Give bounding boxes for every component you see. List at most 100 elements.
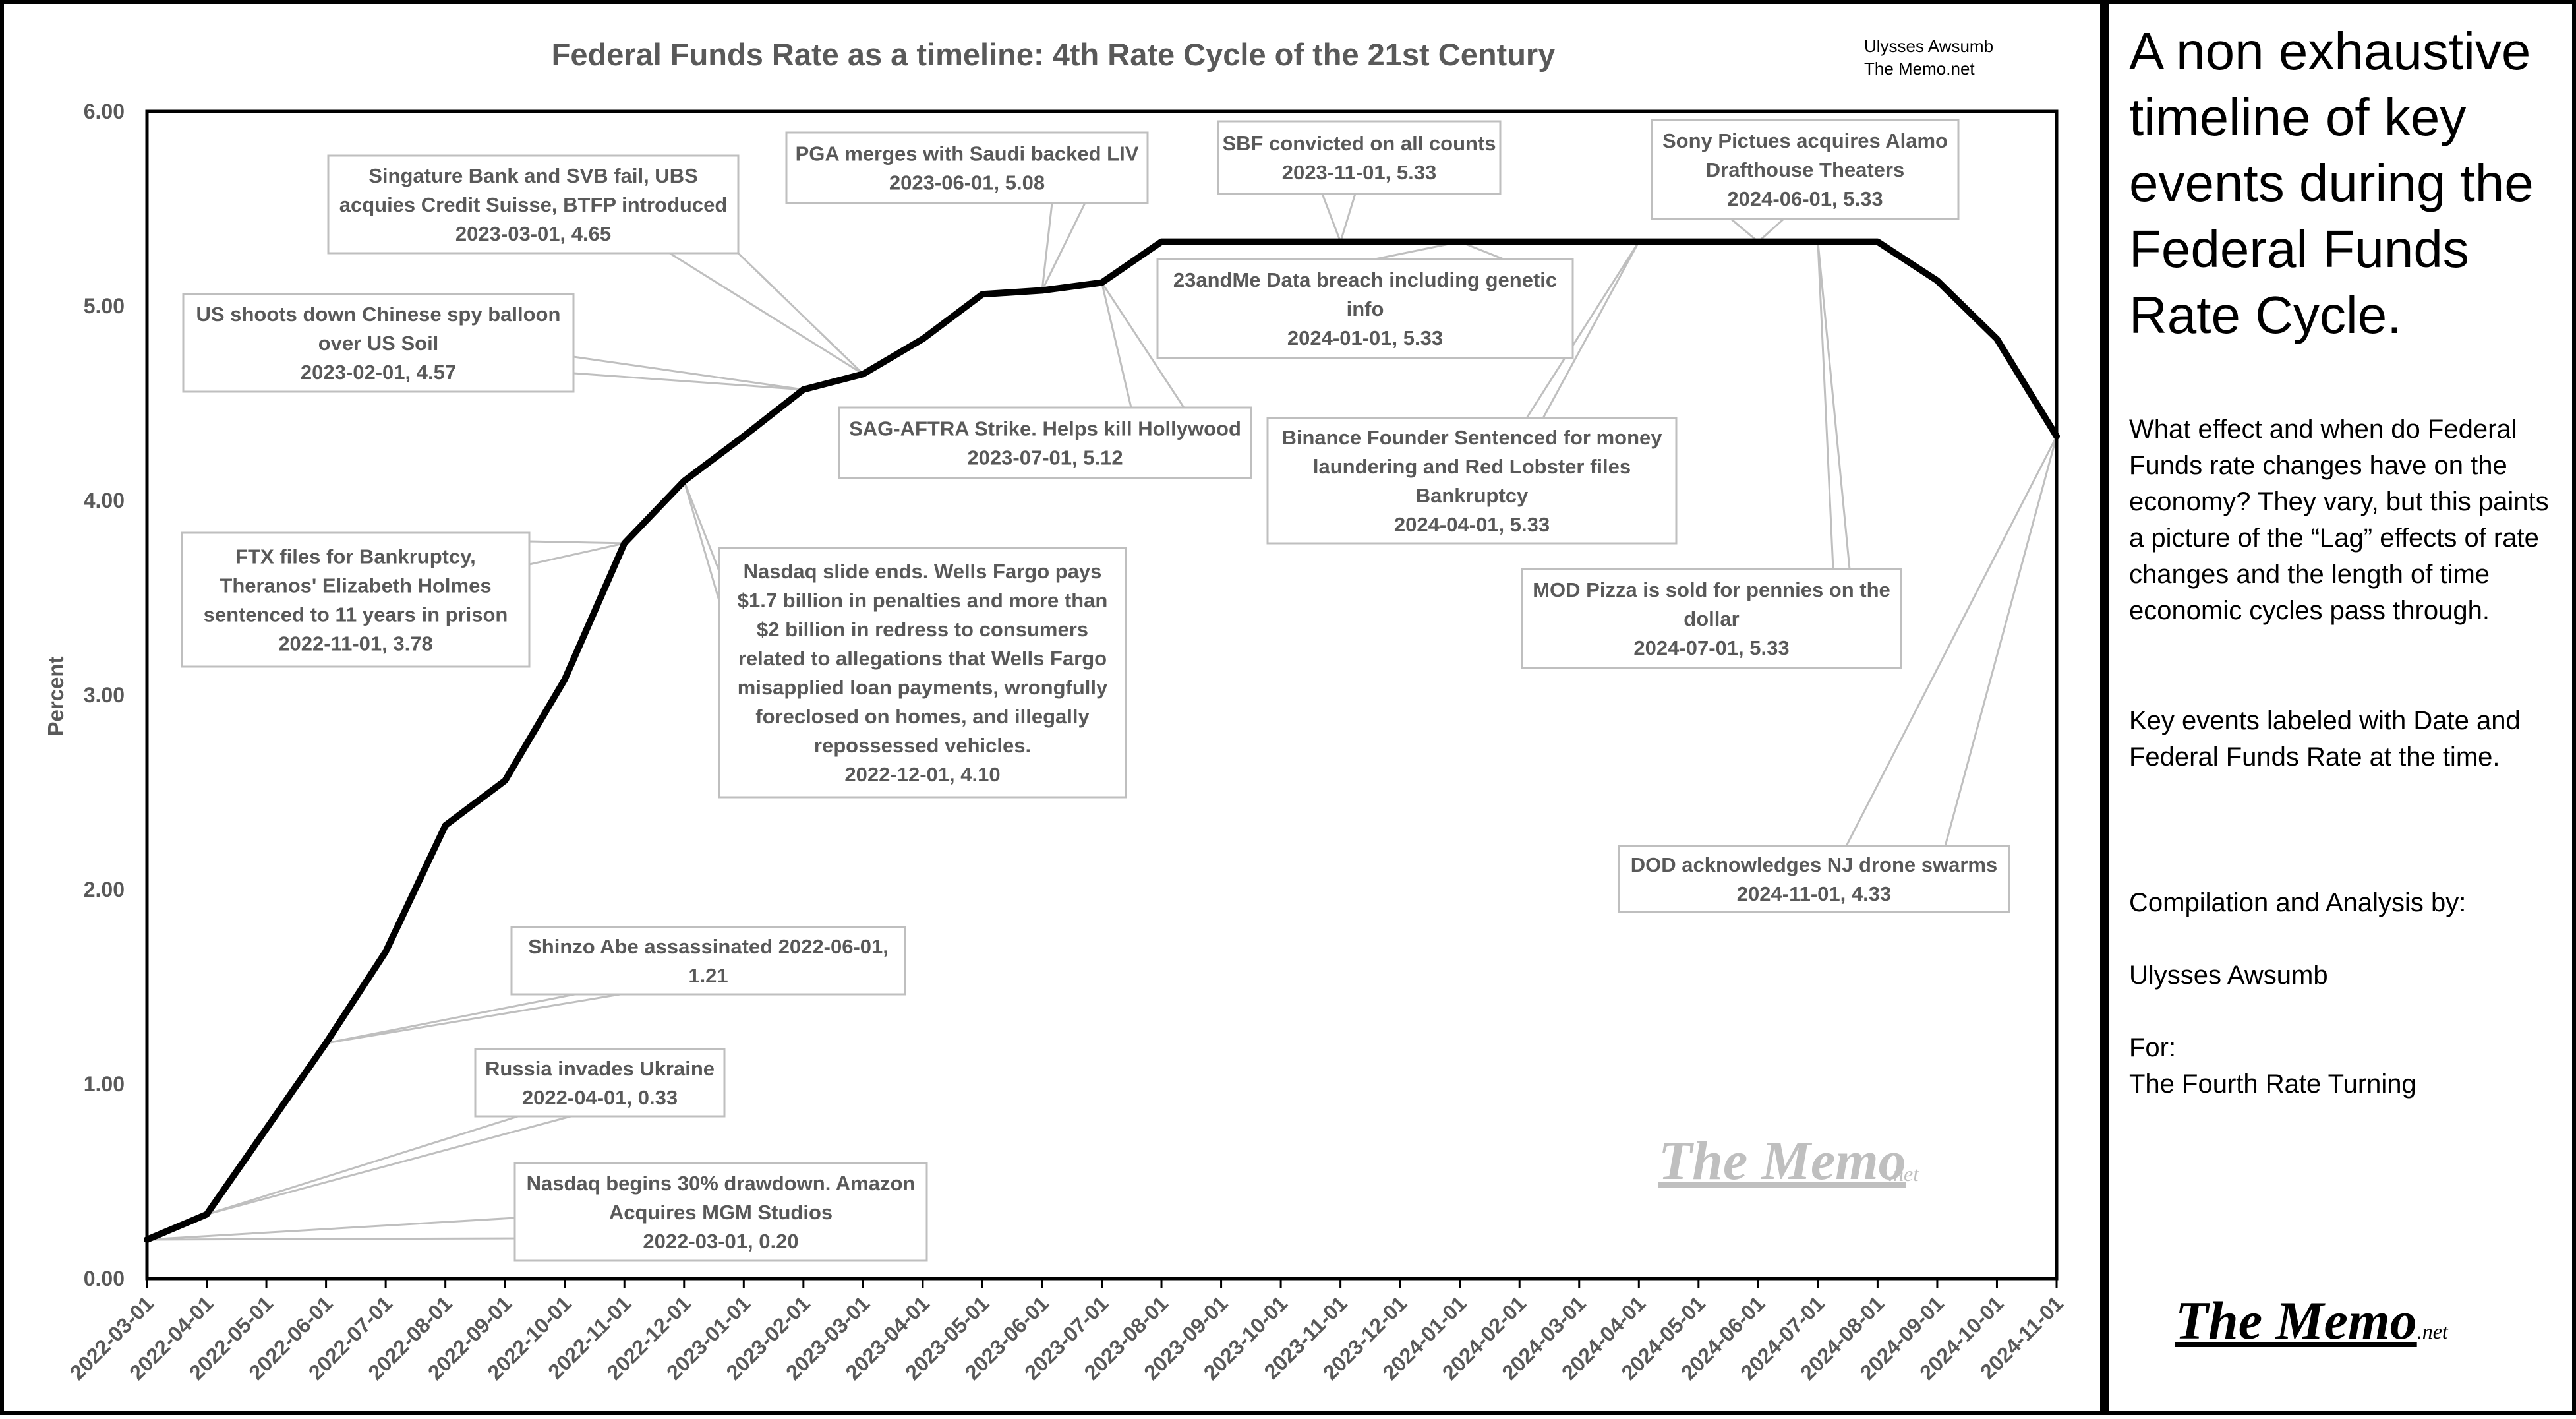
annotation-callout: DOD acknowledges NJ drone swarms 2024-11-… xyxy=(1618,845,2010,913)
annotation-callout: Russia invades Ukraine 2022-04-01, 0.33 xyxy=(474,1048,726,1118)
y-tick-label: 4.00 xyxy=(84,489,125,512)
annotation-leader xyxy=(1817,241,1851,570)
panel-author: Ulysses Awsumb xyxy=(2129,961,2328,990)
panel-for-value: The Fourth Rate Turning xyxy=(2129,1070,2416,1099)
annotation-box xyxy=(718,547,1127,799)
annotation-leader xyxy=(528,540,625,566)
annotation-text: 2022-03-01, 0.20 xyxy=(643,1230,798,1253)
watermark-suffix: .net xyxy=(1888,1162,1919,1186)
annotation-text: Theranos' Elizabeth Holmes xyxy=(220,574,491,597)
annotation-text: foreclosed on homes, and illegally xyxy=(755,705,1090,728)
annotation-text: SAG-AFTRA Strike. Helps kill Hollywood xyxy=(849,417,1241,440)
annotation-text: info xyxy=(1347,297,1384,320)
annotation-leader xyxy=(572,355,804,391)
annotation-callout: SBF convicted on all counts 2023-11-01, 5… xyxy=(1217,120,1502,195)
x-axis-ticks: 2022-03-012022-04-012022-05-012022-06-01… xyxy=(65,1279,2068,1385)
chart-frame: Federal Funds Rate as a timeline: 4th Ra… xyxy=(0,0,2104,1415)
annotation-box xyxy=(1266,417,1678,545)
watermark-text: The Memo xyxy=(1658,1130,1906,1192)
panel-logo-text: The Memo xyxy=(2175,1290,2417,1350)
funds-rate-chart: Federal Funds Rate as a timeline: 4th Ra… xyxy=(44,36,2068,1385)
annotation-box xyxy=(513,1162,928,1262)
annotation-box xyxy=(1618,845,2010,913)
annotation-callout: FTX files for Bankruptcy, Theranos' Eliza… xyxy=(181,531,531,668)
annotation-leader xyxy=(326,993,621,1044)
y-axis-ticks: 0.00 1.00 2.00 3.00 4.00 5.00 6.00 xyxy=(84,100,125,1290)
annotation-text: 1.21 xyxy=(688,964,728,987)
annotation-text: 2022-11-01, 3.78 xyxy=(278,632,432,655)
panel-logo-suffix: .net xyxy=(2416,1319,2448,1343)
commentary-panel: A non exhaustive timeline of key events … xyxy=(2104,0,2576,1415)
annotation-box xyxy=(181,531,531,668)
annotation-text: Singature Bank and SVB fail, UBS xyxy=(368,164,698,187)
annotation-box xyxy=(327,154,740,255)
annotation-callout: Shinzo Abe assassinated 2022-06-01, 1.21 xyxy=(510,926,906,996)
panel-paragraph-lag: What effect and when do Federal Funds ra… xyxy=(2129,415,2549,625)
annotation-callout: SAG-AFTRA Strike. Helps kill Hollywood 20… xyxy=(838,406,1252,479)
plot-area-border xyxy=(145,109,2059,1281)
annotation-leaders xyxy=(146,193,2058,1241)
chart-title: Federal Funds Rate as a timeline: 4th Ra… xyxy=(552,37,1556,72)
annotation-text: FTX files for Bankruptcy, xyxy=(235,545,476,568)
annotation-callout: MOD Pizza is sold for pennies on the doll… xyxy=(1521,568,1902,669)
annotation-leader xyxy=(1041,202,1087,291)
annotation-text: $1.7 billion in penalties and more than xyxy=(738,589,1108,612)
annotation-text: 2024-11-01, 4.33 xyxy=(1737,882,1891,905)
panel-for-label: For: xyxy=(2129,1033,2177,1062)
panel-logo: The Memo.net xyxy=(2175,1290,2448,1352)
annotation-text: Acquires MGM Studios xyxy=(609,1201,833,1224)
annotation-text: over US Soil xyxy=(318,332,439,355)
annotation-text: Nasdaq begins 30% drawdown. Amazon xyxy=(527,1172,916,1195)
annotation-text: US shoots down Chinese spy balloon xyxy=(196,303,561,326)
annotation-text: PGA merges with Saudi backed LIV xyxy=(796,142,1139,166)
annotation-text: 2023-11-01, 5.33 xyxy=(1282,161,1436,184)
annotation-callout: PGA merges with Saudi backed LIV 2023-06-… xyxy=(785,131,1149,204)
annotation-text: 23andMe Data breach including genetic xyxy=(1173,268,1557,291)
annotation-box xyxy=(510,926,906,996)
annotation-box xyxy=(1521,568,1902,669)
annotation-leader xyxy=(1728,218,1786,243)
annotation-callout: Sony Pictues acquires Alamo Drafthouse Th… xyxy=(1651,119,1960,220)
annotation-text: $2 billion in redress to consumers xyxy=(757,618,1088,641)
annotation-text: DOD acknowledges NJ drone swarms xyxy=(1631,853,1997,876)
annotation-text: 2023-06-01, 5.08 xyxy=(889,171,1045,195)
annotation-box xyxy=(1217,120,1502,195)
annotation-text: SBF convicted on all counts xyxy=(1222,132,1496,155)
annotation-text: 2024-01-01, 5.33 xyxy=(1287,326,1443,349)
annotation-text: MOD Pizza is sold for pennies on the xyxy=(1533,578,1890,601)
annotation-callout: Nasdaq slide ends. Wells Fargo pays $1.7 … xyxy=(718,547,1127,799)
annotation-text: sentenced to 11 years in prison xyxy=(204,603,508,626)
annotation-leader xyxy=(146,1217,516,1241)
annotation-text: misapplied loan payments, wrongfully xyxy=(738,676,1108,699)
annotation-callout: US shoots down Chinese spy balloon over U… xyxy=(182,293,575,393)
chart-credit-site: The Memo.net xyxy=(1864,59,1975,78)
annotation-text: Sony Pictues acquires Alamo xyxy=(1662,129,1948,152)
y-tick-label: 1.00 xyxy=(84,1072,125,1096)
y-tick-label: 2.00 xyxy=(84,878,125,901)
annotation-leader xyxy=(666,252,864,375)
y-tick-label: 0.00 xyxy=(84,1267,125,1290)
annotation-text: 2023-07-01, 5.12 xyxy=(967,446,1123,469)
annotation-text: 2023-02-01, 4.57 xyxy=(301,361,456,384)
annotation-text: laundering and Red Lobster files xyxy=(1313,455,1631,478)
annotation-box xyxy=(838,406,1252,479)
annotation-box xyxy=(1651,119,1960,220)
annotation-text: dollar xyxy=(1683,607,1739,630)
watermark: The Memo .net xyxy=(1658,1130,1919,1192)
annotation-text: acquies Credit Suisse, BTFP introduced xyxy=(339,193,728,216)
annotation-text: repossessed vehicles. xyxy=(814,734,1031,757)
annotation-callout: 23andMe Data breach including genetic inf… xyxy=(1156,258,1574,359)
y-tick-label: 3.00 xyxy=(84,683,125,707)
annotation-text: Drafthouse Theaters xyxy=(1706,158,1904,181)
panel-paragraph-key: Key events labeled with Date and Federal… xyxy=(2129,706,2521,771)
y-axis-label: Percent xyxy=(44,656,68,736)
annotation-box xyxy=(182,293,575,393)
annotation-text: 2023-03-01, 4.65 xyxy=(455,222,611,245)
annotation-leader xyxy=(683,480,720,601)
annotation-text: related to allegations that Wells Fargo xyxy=(738,647,1107,670)
annotation-text: 2022-12-01, 4.10 xyxy=(844,763,1000,786)
annotation-text: Binance Founder Sentenced for money xyxy=(1281,426,1662,449)
annotation-text: Russia invades Ukraine xyxy=(485,1057,715,1080)
annotation-box xyxy=(474,1048,726,1118)
annotation-text: 2024-06-01, 5.33 xyxy=(1727,187,1883,210)
